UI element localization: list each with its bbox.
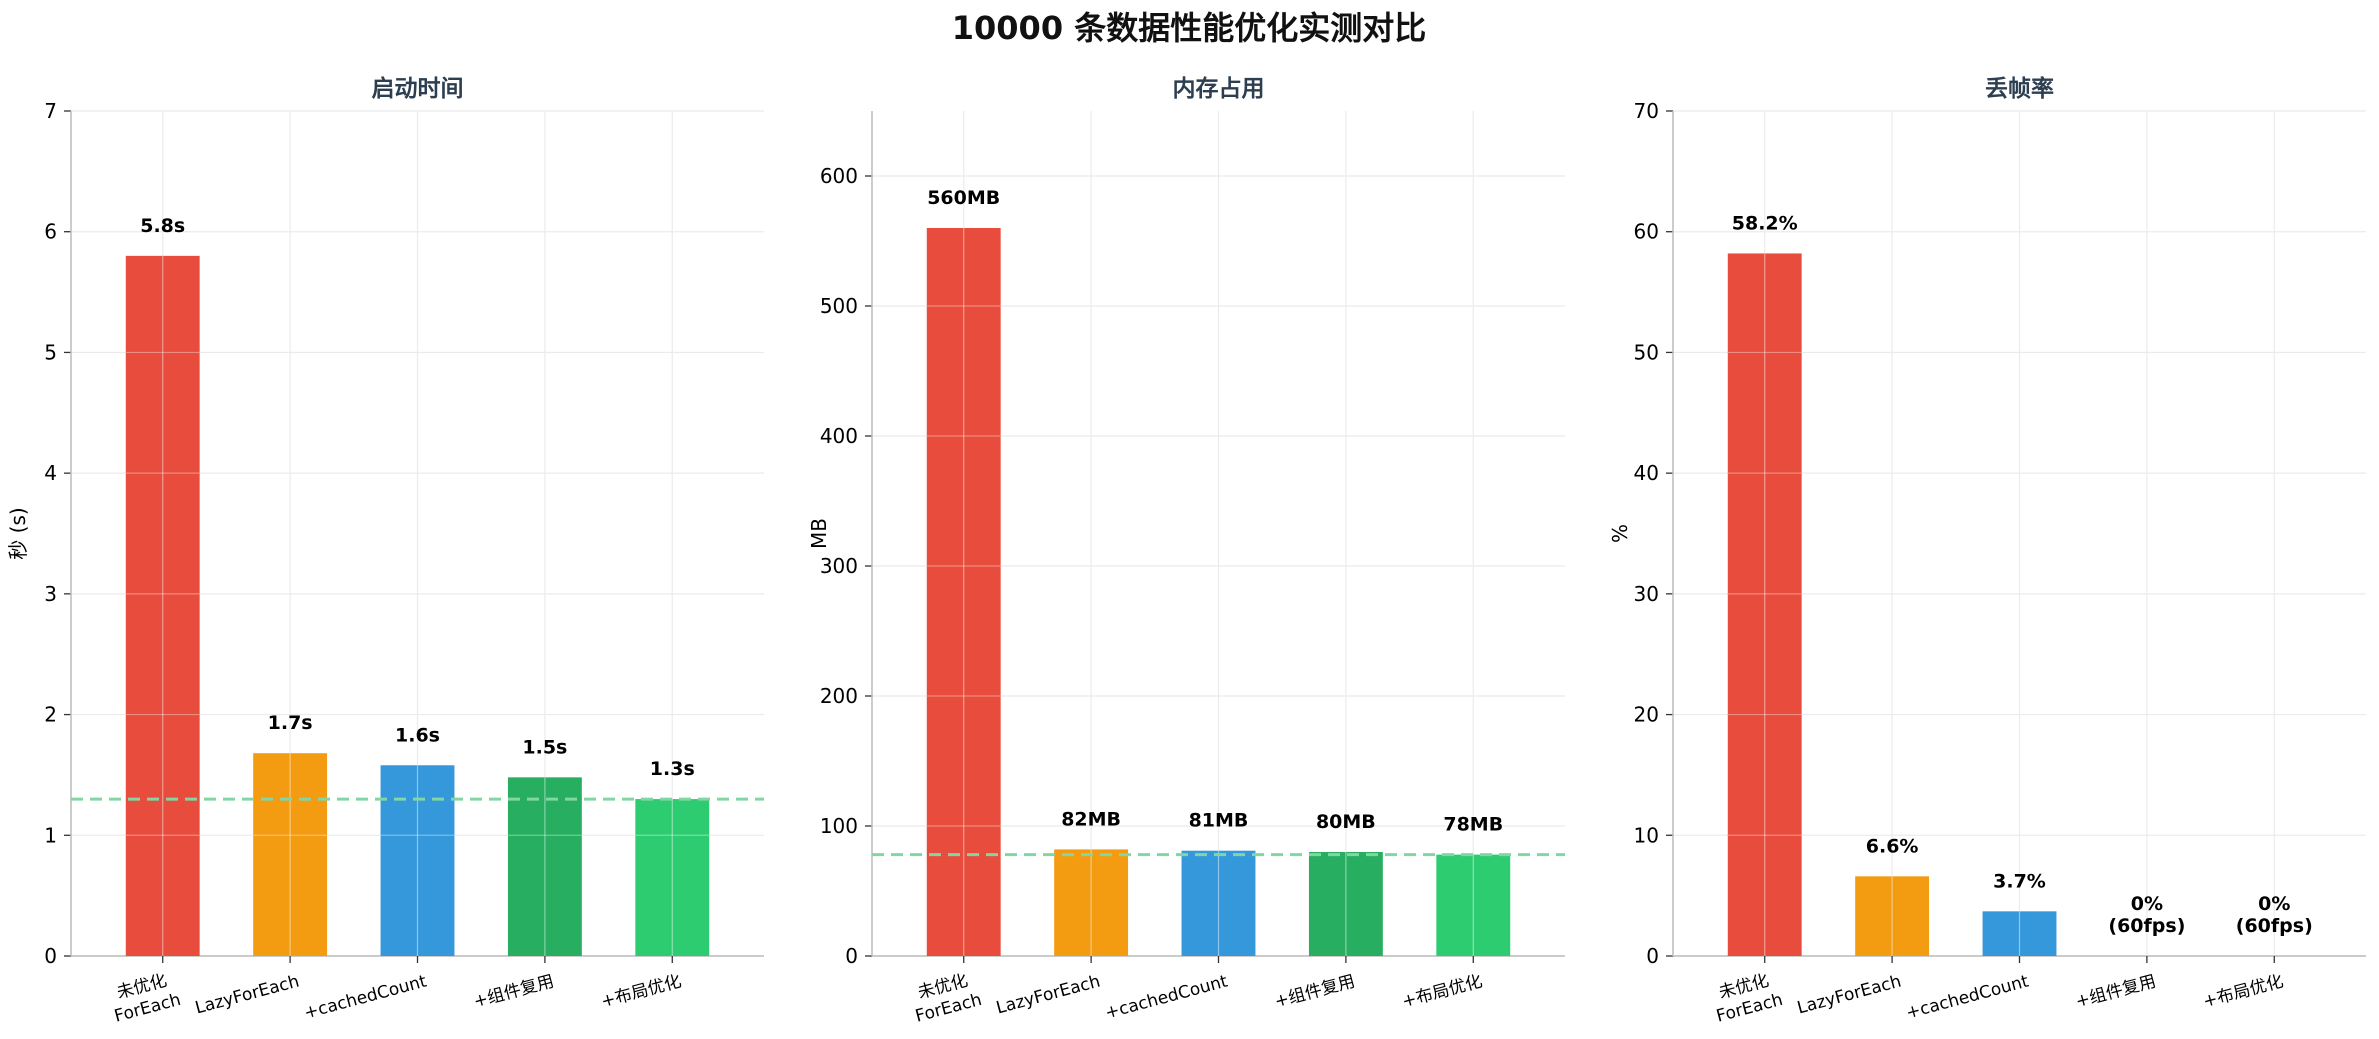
- y-tick-label: 60: [1634, 220, 1659, 244]
- y-axis-label: 秒 (s): [6, 507, 30, 559]
- chart-panel-2: 0 100 200 300 400 500 600 560MB 82MB 81MB 80MB 78MB…: [807, 75, 1565, 1027]
- y-tick-label: 1: [44, 823, 57, 847]
- bar: [125, 255, 200, 956]
- x-tick-label: +cachedCount: [1103, 971, 1230, 1023]
- bar: [1308, 852, 1383, 956]
- y-tick-label: 50: [1634, 340, 1659, 364]
- bar: [1727, 253, 1802, 956]
- data-label: 0% (60fps): [2236, 893, 2313, 937]
- x-tick-label: +布局优化: [1400, 972, 1485, 1013]
- x-tick-label: LazyForEach: [193, 972, 301, 1019]
- data-label: 58.2%: [1732, 212, 1798, 234]
- y-tick-label: 5: [44, 340, 57, 364]
- chart-panel-3: 0 10 20 30 40 50 60 70 58.2% 6.6% 3.7% 0% (60fps) 0%(…: [1608, 75, 2366, 1027]
- y-tick-label: 10: [1634, 823, 1659, 847]
- data-label: 0% (60fps): [2108, 893, 2185, 937]
- bar: [507, 777, 582, 956]
- y-tick-label: 0: [845, 944, 858, 968]
- y-tick-label: 0: [44, 944, 57, 968]
- x-tick-label: +布局优化: [2201, 972, 2286, 1013]
- y-axis-label: MB: [807, 518, 831, 549]
- y-tick-label: 20: [1634, 703, 1659, 727]
- bar: [1982, 911, 2057, 956]
- bar: [1181, 850, 1256, 956]
- data-label: 80MB: [1316, 811, 1376, 833]
- x-tick-label: +cachedCount: [302, 971, 429, 1023]
- data-label: 6.6%: [1866, 835, 1919, 857]
- x-tick-label: +cachedCount: [1904, 971, 2031, 1023]
- x-tick-label: LazyForEach: [1795, 972, 1903, 1019]
- chart-panel-1: 0 1 2 3 4 5 6 7 5.8s 1.7s 1.6s 1.5s 1.3s 未优化ForEach La…: [6, 75, 764, 1027]
- data-label: 78MB: [1443, 814, 1503, 836]
- y-tick-label: 200: [820, 684, 858, 708]
- x-tick-label: 未优化ForEach: [908, 969, 984, 1027]
- y-axis-label: %: [1608, 524, 1632, 543]
- data-label: 1.7s: [268, 712, 313, 734]
- figure-title: 10000 条数据性能优化实测对比: [952, 9, 1426, 47]
- x-tick-label: +布局优化: [599, 972, 684, 1013]
- x-tick-label: +组件复用: [2074, 972, 2159, 1013]
- data-label: 82MB: [1061, 808, 1121, 830]
- x-tick-label: LazyForEach: [994, 972, 1102, 1019]
- y-tick-label: 0: [1646, 944, 1659, 968]
- y-tick-label: 500: [820, 294, 858, 318]
- x-tick-label: +组件复用: [472, 972, 557, 1013]
- y-tick-label: 70: [1634, 99, 1659, 123]
- data-label: 81MB: [1189, 810, 1249, 832]
- bar: [380, 765, 455, 956]
- x-tick-label: 未优化ForEach: [107, 969, 183, 1027]
- data-label: 3.7%: [1993, 870, 2046, 892]
- data-label: 1.3s: [650, 758, 695, 780]
- y-tick-label: 4: [44, 461, 57, 485]
- bar: [1054, 849, 1129, 956]
- y-tick-label: 300: [820, 554, 858, 578]
- y-tick-label: 30: [1634, 582, 1659, 606]
- y-tick-label: 100: [820, 814, 858, 838]
- panel-title: 内存占用: [1173, 75, 1265, 102]
- panel-title: 丢帧率: [1985, 75, 2054, 102]
- y-tick-label: 7: [44, 99, 57, 123]
- y-tick-label: 2: [44, 703, 57, 727]
- y-tick-label: 600: [820, 164, 858, 188]
- y-tick-label: 40: [1634, 461, 1659, 485]
- bar: [253, 753, 328, 956]
- bar: [926, 228, 1001, 956]
- bar: [635, 799, 710, 956]
- x-tick-label: +组件复用: [1273, 972, 1358, 1013]
- y-tick-label: 6: [44, 220, 57, 244]
- bar: [1436, 854, 1511, 956]
- data-label: 1.5s: [522, 736, 567, 758]
- bar: [1855, 876, 1930, 956]
- y-tick-label: 400: [820, 424, 858, 448]
- data-label: 1.6s: [395, 724, 440, 746]
- x-tick-label: 未优化ForEach: [1709, 969, 1785, 1027]
- data-label: 5.8s: [140, 215, 185, 237]
- y-tick-label: 3: [44, 582, 57, 606]
- data-label: 560MB: [927, 187, 1000, 209]
- panel-title: 启动时间: [372, 75, 464, 102]
